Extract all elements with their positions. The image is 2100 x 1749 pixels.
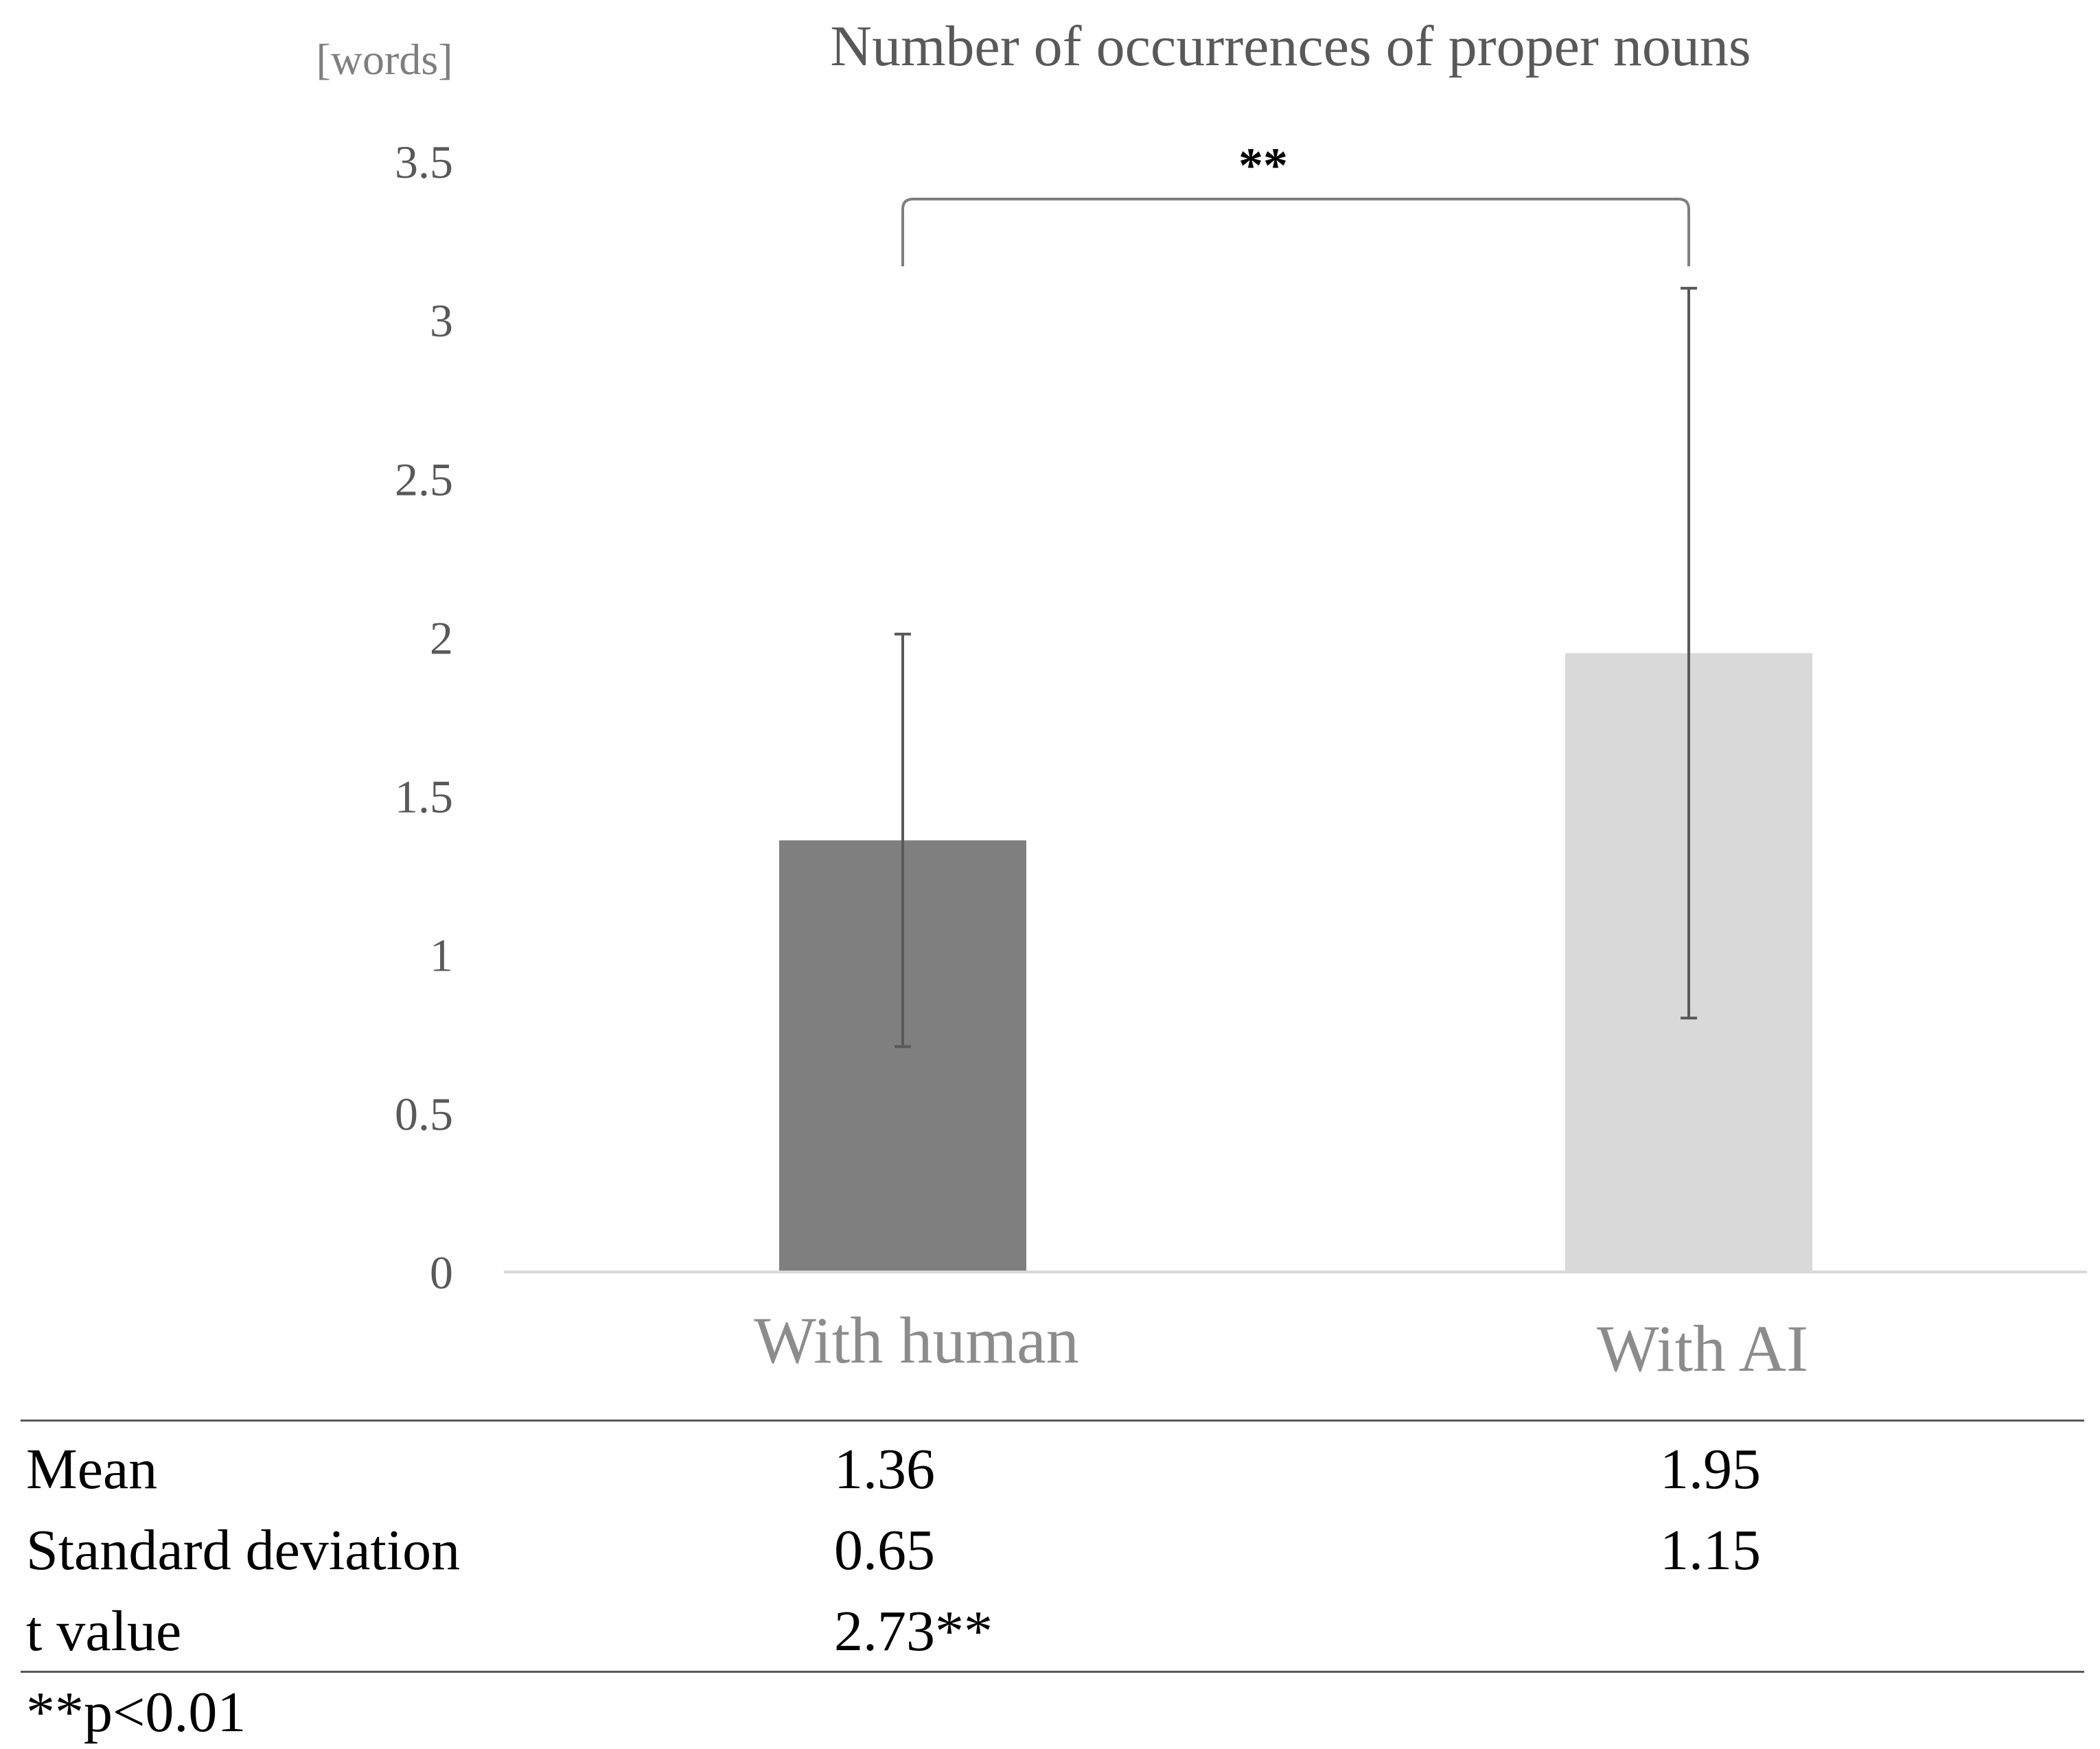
y-tick-label: 0 bbox=[430, 1247, 453, 1299]
error-bars bbox=[895, 286, 1697, 1048]
row-label: t value bbox=[26, 1599, 182, 1663]
bar-chart: Number of occurrences of proper nouns [w… bbox=[316, 14, 2087, 1385]
table-row: Mean 1.36 1.95 bbox=[21, 1436, 2084, 1517]
row-label: Mean bbox=[26, 1437, 158, 1501]
category-label: With human bbox=[754, 1304, 1078, 1377]
human-value: 0.65 bbox=[834, 1518, 935, 1582]
table-top-rule bbox=[21, 1420, 2084, 1422]
x-axis: With human With AI bbox=[754, 1304, 1808, 1385]
bars bbox=[779, 653, 1812, 1272]
y-axis-unit: [words] bbox=[316, 35, 452, 84]
human-value: 1.36 bbox=[834, 1437, 935, 1501]
table-row: t value 2.73** bbox=[21, 1598, 2084, 1679]
y-tick-label: 1.5 bbox=[395, 771, 453, 823]
row-label: Standard deviation bbox=[26, 1518, 461, 1582]
y-tick-label: 2.5 bbox=[395, 453, 453, 505]
significance-note: **p<0.01 bbox=[26, 1680, 246, 1744]
category-label: With AI bbox=[1597, 1312, 1808, 1385]
y-tick-label: 1 bbox=[430, 929, 453, 982]
y-tick-label: 3.5 bbox=[395, 136, 453, 188]
ai-value: 1.15 bbox=[1660, 1518, 1761, 1582]
table-bottom-rule bbox=[21, 1671, 2084, 1673]
significance-marker: ** bbox=[1238, 138, 1288, 193]
table-row: Standard deviation 0.65 1.15 bbox=[21, 1517, 2084, 1598]
chart-title: Number of occurrences of proper nouns bbox=[830, 14, 1751, 78]
y-tick-label: 2 bbox=[430, 612, 453, 664]
ai-value: 1.95 bbox=[1660, 1437, 1761, 1501]
y-tick-label: 0.5 bbox=[395, 1088, 453, 1140]
human-value: 2.73** bbox=[834, 1599, 993, 1663]
y-axis: 0 0.5 1 1.5 2 2.5 3 3.5 bbox=[395, 136, 453, 1299]
significance-bracket bbox=[901, 198, 1690, 266]
y-tick-label: 3 bbox=[430, 294, 453, 347]
